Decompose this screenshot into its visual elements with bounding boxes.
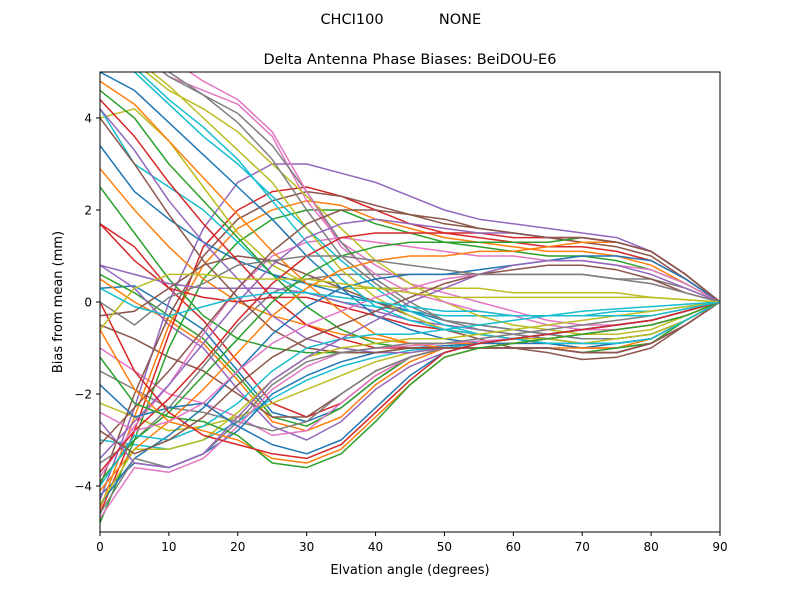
series-line [100, 264, 720, 455]
chart-title: Delta Antenna Phase Biases: BeiDOU-E6 [264, 52, 557, 68]
series-line [100, 273, 720, 331]
series-line [100, 301, 720, 460]
x-tick-label: 60 [506, 540, 521, 554]
series-line [100, 301, 720, 469]
y-tick-label: −4 [74, 480, 92, 494]
x-tick-label: 20 [230, 540, 245, 554]
series-line [100, 301, 720, 487]
y-tick-label: 4 [84, 112, 92, 126]
series-line [100, 117, 720, 354]
series-lines [100, 72, 720, 524]
x-tick-label: 90 [712, 540, 727, 554]
x-tick-label: 30 [299, 540, 314, 554]
series-line [150, 72, 720, 345]
series-line [100, 209, 720, 446]
x-tick-label: 0 [96, 540, 104, 554]
y-tick-label: 0 [84, 296, 92, 310]
suptitle-mode: NONE [439, 12, 481, 28]
series-line [100, 255, 720, 505]
suptitle-station: CHCI100 [320, 12, 383, 28]
x-tick-label: 70 [575, 540, 590, 554]
series-line [100, 287, 720, 317]
series-line [144, 72, 720, 335]
series-line [100, 89, 720, 354]
x-tick-label: 80 [643, 540, 658, 554]
series-line [100, 259, 720, 469]
y-axis: −4 −2 0 2 4 [74, 112, 100, 494]
series-line [138, 72, 720, 345]
series-line [100, 163, 720, 501]
y-tick-label: 2 [84, 204, 92, 218]
x-tick-label: 10 [161, 540, 176, 554]
series-line [100, 301, 720, 464]
y-axis-label: Bias from mean (mm) [51, 231, 66, 373]
x-axis: 0 10 20 30 40 50 60 70 80 90 [96, 532, 728, 554]
x-tick-label: 40 [368, 540, 383, 554]
y-tick-label: −2 [74, 388, 92, 402]
x-axis-label: Elvation angle (degrees) [330, 563, 489, 578]
series-line [100, 255, 720, 326]
x-tick-label: 50 [437, 540, 452, 554]
